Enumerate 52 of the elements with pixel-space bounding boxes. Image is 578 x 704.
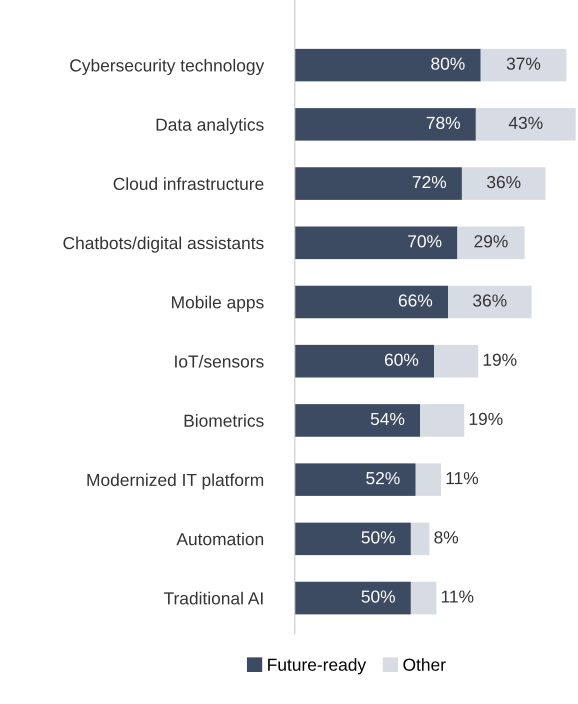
data-label: 78% (426, 116, 460, 130)
bar (294, 582, 411, 614)
y-tick-label: Data analytics (156, 118, 264, 134)
data-label: 70% (408, 235, 442, 248)
bar (294, 48, 480, 82)
data-label: 8% (434, 531, 458, 544)
bar (294, 463, 416, 496)
y-tick-label: IoT/sensors (175, 354, 264, 368)
data-label: 80% (431, 58, 465, 70)
y-tick-label: Cloud infrastructure (114, 177, 264, 190)
data-label: 72% (412, 176, 446, 188)
y-tick-label: Chatbots/digital assistants (63, 236, 264, 253)
data-label: 37% (506, 58, 540, 70)
legend-label: Other (403, 658, 446, 671)
data-label: 19% (470, 412, 503, 426)
bar (457, 226, 525, 260)
data-label: 11% (442, 590, 474, 603)
bar (294, 108, 476, 141)
bar (294, 286, 448, 318)
data-label: 54% (370, 412, 404, 426)
bar (480, 48, 566, 82)
bar (420, 404, 464, 437)
y-tick-label: Cybersecurity technology (70, 58, 264, 76)
y-tick-label: Biometrics (184, 414, 264, 427)
data-label: 50% (362, 531, 395, 544)
bar (294, 167, 462, 200)
data-label: 52% (366, 472, 400, 484)
bar (448, 286, 532, 318)
data-label: 36% (487, 176, 520, 188)
bar (294, 344, 434, 378)
bar (462, 167, 546, 200)
y-tick-label: Traditional AI (164, 592, 263, 605)
data-label: 29% (474, 235, 508, 248)
bar (476, 108, 576, 141)
data-label: 43% (508, 116, 543, 130)
y-tick-label: Modernized IT platform (87, 473, 264, 490)
bar (415, 463, 442, 496)
data-label: 11% (446, 472, 478, 484)
data-label: 60% (384, 354, 418, 366)
data-label: 50% (362, 590, 395, 603)
bar (294, 226, 458, 260)
y-tick-label: Automation (176, 532, 264, 546)
bar (294, 404, 420, 437)
bar (434, 344, 478, 378)
bar (294, 522, 411, 556)
bar (410, 522, 430, 556)
legend-label: Future-ready (268, 658, 366, 674)
data-label: 19% (484, 354, 516, 366)
data-label: 66% (398, 294, 432, 307)
bar (410, 582, 436, 614)
data-label: 36% (473, 294, 507, 307)
y-tick-label: Mobile apps (172, 296, 264, 312)
